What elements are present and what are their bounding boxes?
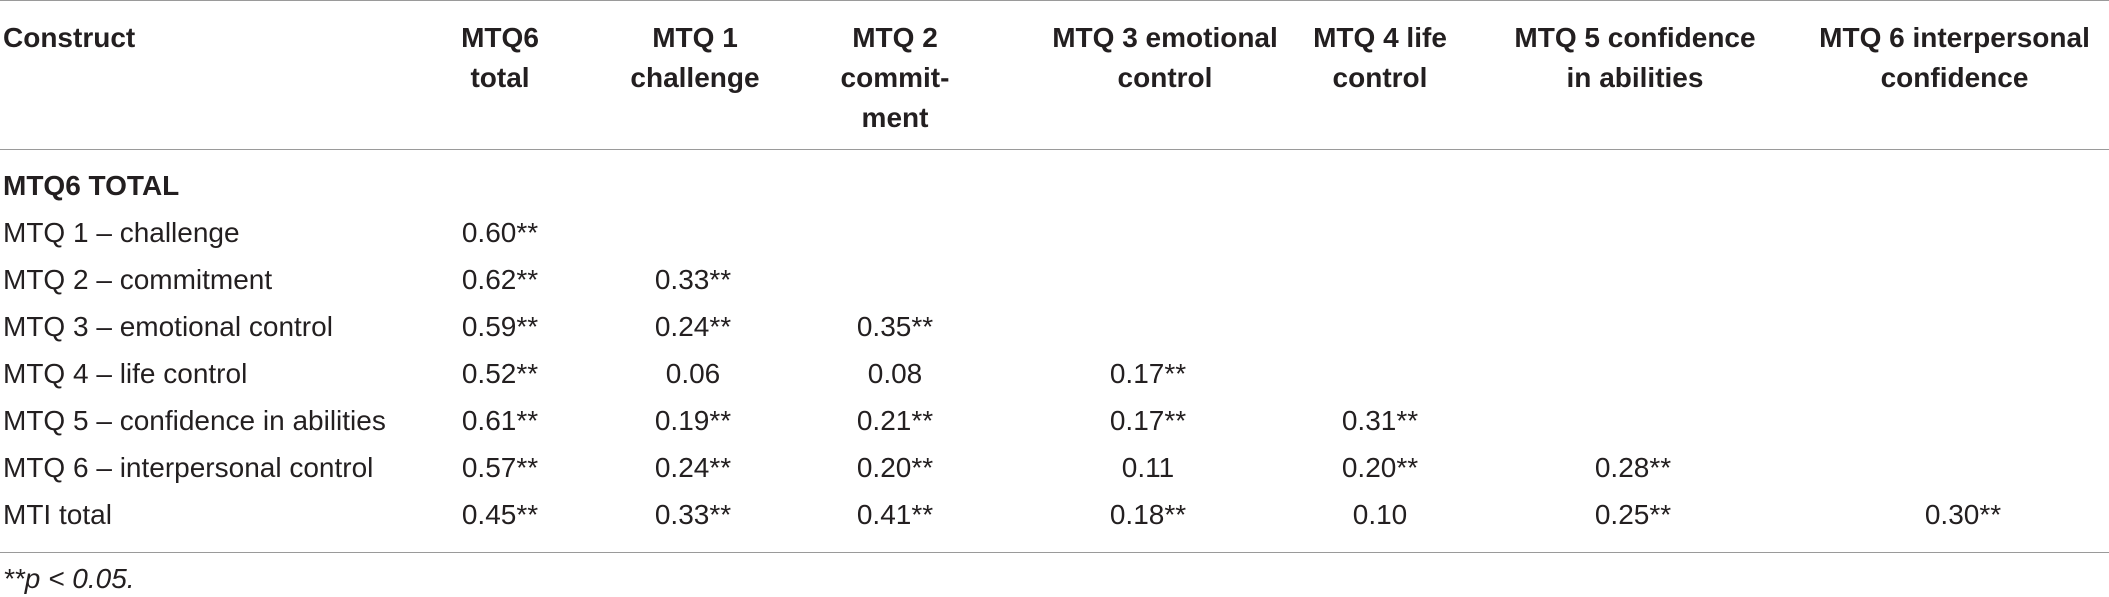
table-row: MTQ 3 – emotional control 0.59** 0.24** … — [0, 303, 2109, 350]
table-cell: 0.11 — [1121, 452, 1175, 483]
table-cell: 0.28** — [1594, 452, 1672, 483]
header-mtq5-confidence-in-abilities: MTQ 5 confidence in abilities — [1514, 22, 1756, 93]
table-cell: 0.60** — [461, 217, 539, 248]
header-mtq6-total: MTQ6 total — [461, 22, 539, 93]
table-cell: 0.24** — [654, 311, 732, 342]
row-label: MTI total — [3, 499, 112, 530]
header-mtq3-emotional-control: MTQ 3 emotional control — [1052, 22, 1278, 93]
table-row: MTI total 0.45** 0.33** 0.41** 0.18** 0.… — [0, 491, 2109, 538]
table-cell: 0.06 — [665, 358, 721, 389]
table-cell: 0.30** — [1924, 499, 2002, 530]
table-row: MTQ 6 – interpersonal control 0.57** 0.2… — [0, 444, 2109, 491]
table-cell: 0.52** — [461, 358, 539, 389]
row-label: MTQ 2 – commitment — [3, 264, 273, 295]
row-label: MTQ 6 – interpersonal control — [3, 452, 374, 483]
table-cell: 0.21** — [856, 405, 934, 436]
table-cell: 0.20** — [856, 452, 934, 483]
row-label: MTQ 1 – challenge — [3, 217, 240, 248]
table-cell: 0.45** — [461, 499, 539, 530]
table-cell: 0.31** — [1341, 405, 1419, 436]
header-mtq6-interpersonal-confidence: MTQ 6 interpersonal confidence — [1819, 22, 2090, 93]
table-cell: 0.33** — [654, 264, 732, 295]
table-cell: 0.20** — [1341, 452, 1419, 483]
table-row: MTQ 5 – confidence in abilities 0.61** 0… — [0, 397, 2109, 444]
table-row: MTQ 4 – life control 0.52** 0.06 0.08 0.… — [0, 350, 2109, 397]
row-label: MTQ 5 – confidence in abilities — [3, 405, 386, 436]
table-cell: 0.61** — [461, 405, 539, 436]
table-cell: 0.62** — [461, 264, 539, 295]
header-mtq1-challenge: MTQ 1 challenge — [630, 22, 760, 93]
section-label: MTQ6 TOTAL — [3, 170, 180, 201]
table-cell: 0.10 — [1352, 499, 1408, 530]
table-footnote: **p < 0.05. — [3, 563, 135, 594]
table-cell: 0.59** — [461, 311, 539, 342]
table-cell: 0.41** — [856, 499, 934, 530]
table-cell: 0.17** — [1109, 405, 1187, 436]
table-cell: 0.08 — [867, 358, 923, 389]
table-row: MTQ 1 – challenge 0.60** — [0, 209, 2109, 256]
table-cell: 0.57** — [461, 452, 539, 483]
header-divider — [0, 149, 2109, 150]
row-label: MTQ 3 – emotional control — [3, 311, 333, 342]
header-construct: Construct — [3, 22, 136, 53]
table-bottom-rule — [0, 552, 2109, 553]
table-cell: 0.17** — [1109, 358, 1187, 389]
table-cell: 0.25** — [1594, 499, 1672, 530]
table-cell: 0.19** — [654, 405, 732, 436]
table-top-rule — [0, 0, 2109, 1]
table-cell: 0.18** — [1109, 499, 1187, 530]
table-row: MTQ 2 – commitment 0.62** 0.33** — [0, 256, 2109, 303]
table-cell: 0.33** — [654, 499, 732, 530]
row-label: MTQ 4 – life control — [3, 358, 248, 389]
table-cell: 0.24** — [654, 452, 732, 483]
table-cell: 0.35** — [856, 311, 934, 342]
header-mtq4-life-control: MTQ 4 life control — [1313, 22, 1447, 93]
header-mtq2-commitment: MTQ 2 commit- ment — [840, 22, 950, 133]
